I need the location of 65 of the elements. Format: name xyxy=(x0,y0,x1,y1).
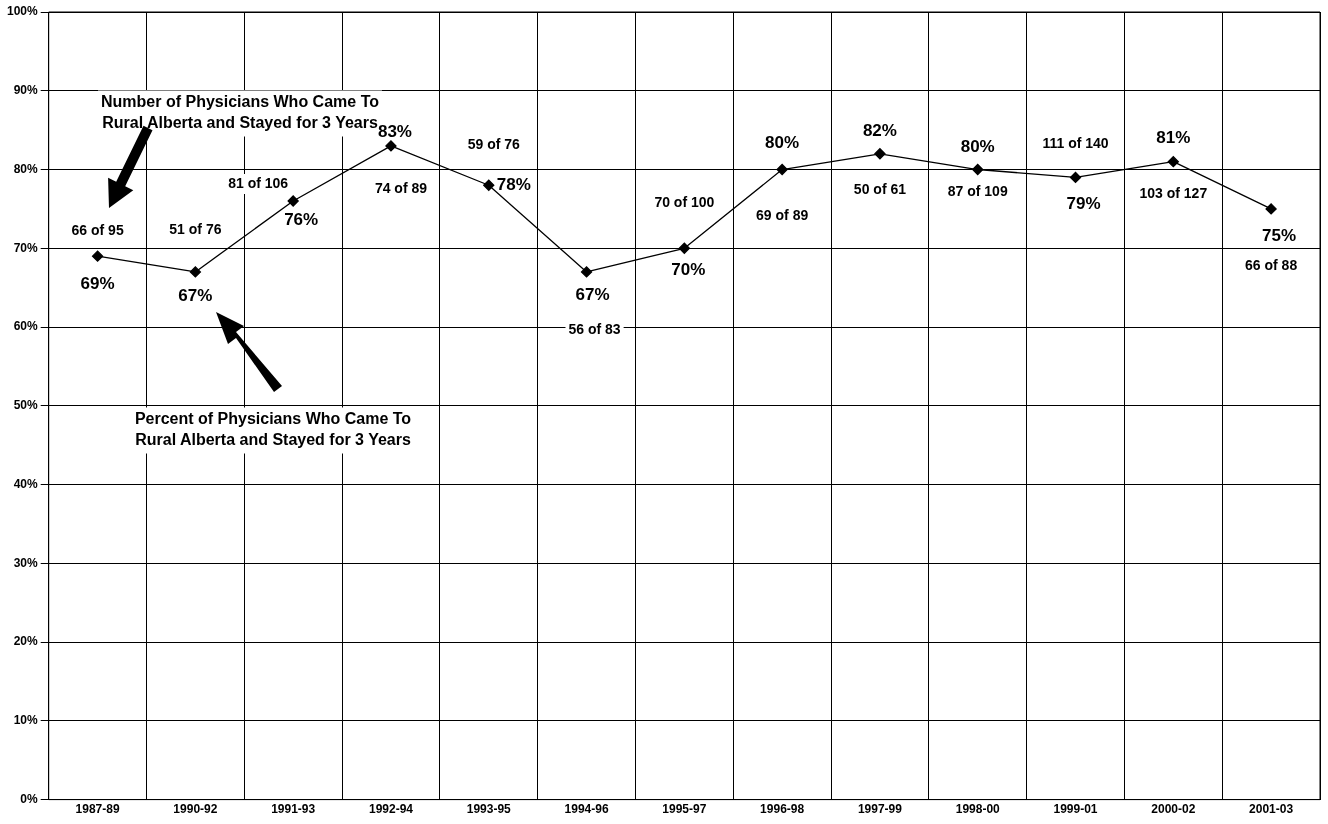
x-tick-label: 2001-03 xyxy=(1249,802,1294,817)
point xyxy=(1167,155,1179,168)
data-label: 75% xyxy=(1262,225,1297,245)
data-label: 82% xyxy=(862,121,897,141)
data-label: 78% xyxy=(496,174,531,194)
data-label: 80% xyxy=(765,133,800,153)
data-label: 69% xyxy=(80,273,115,293)
x-tick-label: 1994-96 xyxy=(564,802,609,817)
x-tick-label: 1998-00 xyxy=(955,802,1001,817)
point xyxy=(1069,171,1082,184)
y-tick-label: 80% xyxy=(13,161,39,176)
annotation: 59 of 76 xyxy=(467,136,521,153)
point xyxy=(91,250,104,262)
annotation: Number of Physicians Who Came To Rural Alberta and Stayed for 3 Years xyxy=(101,93,380,132)
annotation: 81 of 106 xyxy=(228,174,289,191)
x-tick-label: 1996-98 xyxy=(760,802,805,817)
x-tick-label: 1990-92 xyxy=(173,802,218,817)
x-tick-label: 1992-94 xyxy=(368,802,414,817)
data-label: 67% xyxy=(178,285,213,305)
y-tick-label: 10% xyxy=(13,713,39,728)
y-tick-label: 90% xyxy=(13,83,39,98)
annotation: 74 of 89 xyxy=(374,179,428,196)
y-tick-label: 20% xyxy=(13,634,39,649)
x-tick-label: 1995-97 xyxy=(662,802,707,817)
x-tick-label: 1987-89 xyxy=(75,802,120,817)
y-tick-label: 0% xyxy=(20,791,39,806)
point xyxy=(580,266,593,278)
annotation: 69 of 89 xyxy=(756,207,809,224)
y-tick-label: 50% xyxy=(13,398,39,413)
annotation: 70 of 100 xyxy=(654,194,715,211)
annotation: 66 of 95 xyxy=(71,222,124,239)
data-label: 83% xyxy=(377,121,412,141)
y-tick-label: 60% xyxy=(13,319,39,334)
point xyxy=(483,179,495,191)
point xyxy=(874,148,886,160)
point xyxy=(678,242,690,254)
point xyxy=(1265,203,1277,215)
x-tick-label: 1999-01 xyxy=(1053,802,1098,817)
data-label: 81% xyxy=(1156,128,1191,148)
point xyxy=(972,163,984,176)
data-label: 67% xyxy=(575,284,610,304)
y-tick-label: 30% xyxy=(13,555,39,570)
x-tick-label: 1991-93 xyxy=(271,802,316,817)
annotation: 103 of 127 xyxy=(1139,184,1208,201)
data-label: 79% xyxy=(1066,194,1101,214)
x-tick-label: 1993-95 xyxy=(466,802,512,817)
annotation: 87 of 109 xyxy=(947,183,1008,200)
annotation: 51 of 76 xyxy=(169,220,222,237)
data-label: 76% xyxy=(284,209,319,229)
point xyxy=(776,163,788,176)
annotation: 56 of 83 xyxy=(568,320,621,337)
point xyxy=(385,140,397,152)
annotation: Percent of Physicians Who Came To Rural Alberta and Stayed for 3 Years xyxy=(134,410,412,449)
point xyxy=(189,266,202,278)
data-label: 70% xyxy=(671,259,706,279)
y-tick-label: 100% xyxy=(6,4,39,19)
y-tick-label: 70% xyxy=(13,240,39,255)
annotation: 50 of 61 xyxy=(853,180,907,197)
x-tick-label: 2000-02 xyxy=(1151,802,1196,817)
x-tick-label: 1997-99 xyxy=(857,802,903,817)
annotation: 66 of 88 xyxy=(1245,256,1298,273)
data-label: 80% xyxy=(960,137,995,157)
y-tick-label: 40% xyxy=(13,476,39,491)
annotation: 111 of 140 xyxy=(1042,135,1109,152)
point xyxy=(287,195,299,207)
